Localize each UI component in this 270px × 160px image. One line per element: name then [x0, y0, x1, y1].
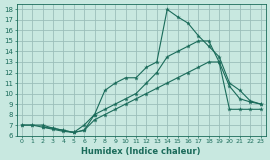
X-axis label: Humidex (Indice chaleur): Humidex (Indice chaleur) — [82, 147, 201, 156]
